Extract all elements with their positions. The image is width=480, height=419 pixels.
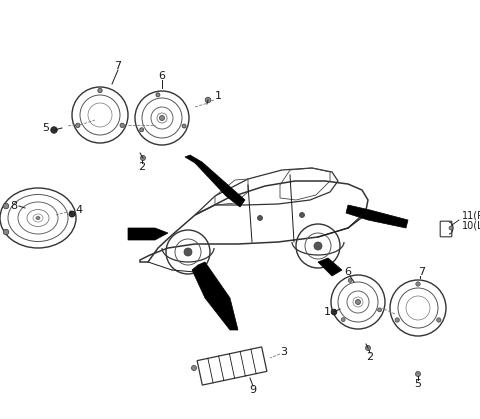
Text: 6: 6: [345, 267, 351, 277]
Text: 11(RH): 11(RH): [462, 211, 480, 221]
Circle shape: [159, 116, 165, 121]
Text: 1: 1: [324, 307, 331, 317]
Polygon shape: [192, 262, 238, 330]
Polygon shape: [185, 155, 245, 207]
Circle shape: [378, 308, 382, 312]
Text: 8: 8: [11, 201, 18, 211]
Circle shape: [437, 318, 441, 322]
Text: 1: 1: [215, 91, 221, 101]
Circle shape: [416, 372, 420, 377]
Circle shape: [98, 88, 102, 93]
Circle shape: [300, 212, 304, 217]
Circle shape: [69, 211, 75, 217]
Text: 10(LH): 10(LH): [462, 221, 480, 231]
Circle shape: [341, 318, 345, 322]
Circle shape: [140, 128, 144, 132]
Text: 7: 7: [419, 267, 426, 277]
Circle shape: [365, 346, 371, 351]
Polygon shape: [346, 205, 408, 228]
Text: 2: 2: [138, 162, 145, 172]
Ellipse shape: [36, 217, 40, 220]
Circle shape: [156, 93, 160, 97]
Circle shape: [182, 124, 186, 128]
Circle shape: [75, 123, 80, 127]
Circle shape: [348, 278, 352, 282]
Text: 6: 6: [158, 71, 166, 81]
Circle shape: [257, 215, 263, 220]
Circle shape: [449, 226, 453, 230]
Circle shape: [120, 123, 124, 127]
Circle shape: [3, 229, 9, 235]
Circle shape: [314, 242, 322, 250]
Circle shape: [205, 97, 211, 103]
Circle shape: [184, 248, 192, 256]
Polygon shape: [318, 258, 342, 276]
Circle shape: [416, 282, 420, 286]
Text: 4: 4: [75, 205, 83, 215]
Text: 7: 7: [114, 61, 121, 71]
Circle shape: [356, 300, 360, 305]
Text: 2: 2: [366, 352, 373, 362]
Circle shape: [51, 127, 57, 133]
Text: 9: 9: [250, 385, 257, 395]
Circle shape: [395, 318, 399, 322]
Polygon shape: [128, 228, 168, 240]
Text: 5: 5: [415, 379, 421, 389]
Circle shape: [141, 155, 145, 160]
Circle shape: [192, 365, 196, 370]
Text: 5: 5: [43, 123, 49, 133]
Circle shape: [3, 203, 9, 209]
Circle shape: [331, 309, 337, 315]
Text: 3: 3: [280, 347, 288, 357]
